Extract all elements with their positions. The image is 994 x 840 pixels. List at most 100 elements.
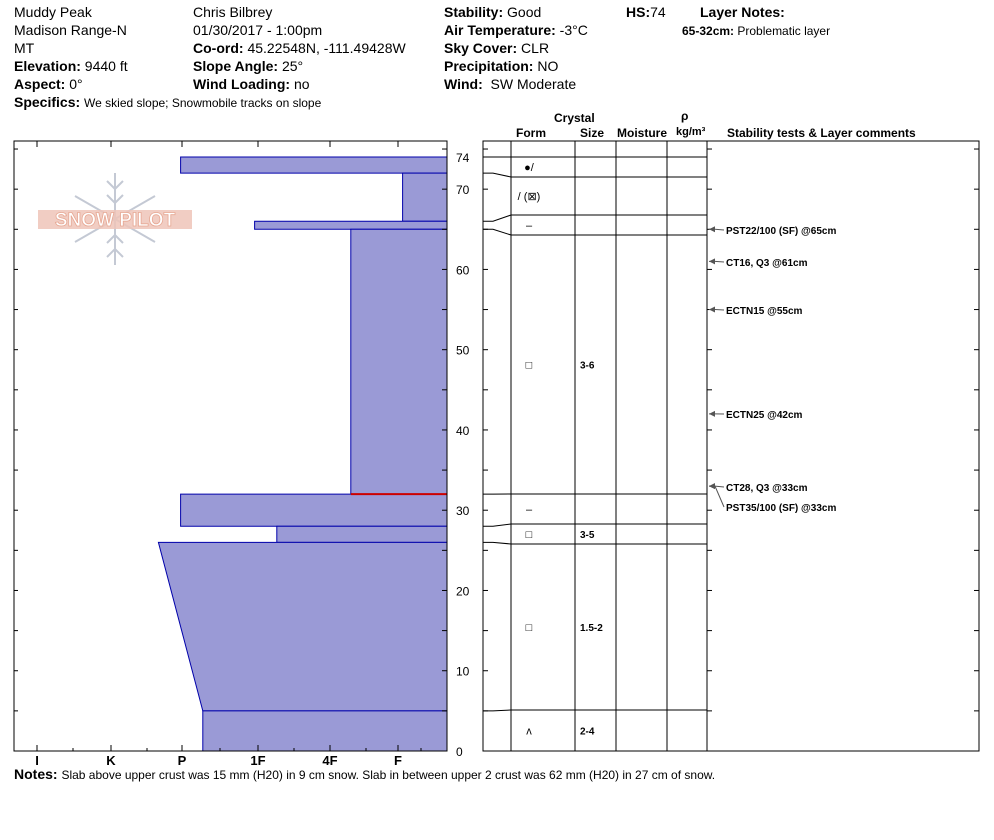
stability-tests: PST22/100 (SF) @65cm CT16, Q3 @61cm ECTN15… <box>709 226 836 514</box>
hardness-layer <box>180 493 448 527</box>
hardness-layer <box>254 220 448 230</box>
notes-label: Notes: <box>14 766 58 782</box>
layer-note-range: 65-32cm: <box>682 24 735 38</box>
wind-label: Wind: <box>444 76 483 92</box>
slope-row: Slope Angle: 25° <box>193 58 303 75</box>
y-tick-label: 60 <box>456 263 470 277</box>
observer: Chris Bilbrey <box>193 4 273 20</box>
aspect-row: Aspect: 0° <box>14 76 83 93</box>
hs-value: 74 <box>650 4 666 20</box>
coord-value: 45.22548N, -111.49428W <box>247 40 406 56</box>
hardness-layer <box>202 710 448 752</box>
hardness-layer <box>180 156 448 174</box>
hardness-plot-frame <box>13 140 448 752</box>
y-tick-label: 50 <box>456 344 470 358</box>
y-tick-label: 10 <box>456 665 470 679</box>
crystal-form: □ <box>526 360 533 372</box>
elevation-row: Elevation: 9440 ft <box>14 58 128 75</box>
crystal-size: 2-4 <box>580 727 595 738</box>
crystal-size: 3-6 <box>580 361 595 372</box>
range: Madison Range-N <box>14 22 127 38</box>
x-tick-label: 4F <box>322 753 337 768</box>
form-header: Form <box>516 126 546 140</box>
snowflake-logo: SNOW PILOT <box>38 173 192 265</box>
depth-connector <box>483 172 512 178</box>
hardness-layer <box>276 525 448 543</box>
state: MT <box>14 40 35 56</box>
x-tick-label: P <box>178 753 187 768</box>
y-tick-label: 20 <box>456 584 470 598</box>
wind-loading-value: no <box>293 76 310 92</box>
depth-connector <box>483 214 512 222</box>
stability-header: Stability tests & Layer comments <box>727 126 916 140</box>
hardness-layers <box>157 156 448 752</box>
crystal-form: – <box>526 220 533 232</box>
stability-test-label: ECTN15 @55cm <box>726 306 803 317</box>
y-tick-label: 74 <box>456 151 470 165</box>
hs-label: HS: <box>626 4 651 20</box>
crystal-size: 3-5 <box>580 530 595 541</box>
arrow-head <box>709 306 715 313</box>
crystal-form: □ <box>526 622 533 634</box>
hs-row: HS:74 <box>626 4 666 21</box>
wind-value: SW Moderate <box>490 76 577 92</box>
rho-header: ρ <box>681 109 689 123</box>
layer-note: 65-32cm: Problematic layer <box>682 23 830 40</box>
crystal-form: ●/ <box>524 162 535 174</box>
y-tick-label: 0 <box>456 745 463 759</box>
size-header: Size <box>580 126 605 140</box>
coord-label: Co-ord: <box>193 40 244 56</box>
datetime: 01/30/2017 - 1:00pm <box>193 22 323 38</box>
crystal-table: ●/ / (⊠) – □ 3-6 – □ 3-5 □ 1.5-2 ʌ 2-4 <box>483 141 708 751</box>
slope-value: 25° <box>281 58 304 74</box>
wind-loading-label: Wind Loading: <box>193 76 291 92</box>
specifics-row: Specifics: We skied slope; Snowmobile tr… <box>14 94 321 112</box>
precip-value: NO <box>537 58 559 74</box>
x-tick-label: F <box>394 753 402 768</box>
sky-label: Sky Cover: <box>444 40 518 56</box>
aspect-label: Aspect: <box>14 76 66 92</box>
precip-label: Precipitation: <box>444 58 534 74</box>
crystal-form: / (⊠) <box>518 191 541 203</box>
depth-connector <box>483 709 512 712</box>
air-temp-value: -3°C <box>559 22 588 38</box>
layer-note-text: Problematic layer <box>737 24 831 38</box>
coord-row: Co-ord: 45.22548N, -111.49428W <box>193 40 406 57</box>
x-axis: I K P 1F 4F F <box>35 141 422 768</box>
density-unit-header: kg/m³ <box>676 126 706 138</box>
slope-label: Slope Angle: <box>193 58 279 74</box>
notes-text: Slab above upper crust was 15 mm (H20) i… <box>61 768 716 782</box>
air-temp-label: Air Temperature: <box>444 22 556 38</box>
specifics-value: We skied slope; Snowmobile tracks on slo… <box>84 96 322 110</box>
notes-row: Notes: Slab above upper crust was 15 mm … <box>14 766 715 784</box>
crystal-table-frame <box>482 140 980 752</box>
crystal-header: Crystal <box>554 111 595 125</box>
layer-notes-label: Layer Notes: <box>700 4 785 20</box>
stability-test-label: PST35/100 (SF) @33cm <box>726 503 836 514</box>
x-tick-label: 1F <box>250 753 265 768</box>
arrow-head <box>709 410 715 417</box>
crystal-form: □ <box>526 529 533 541</box>
stability-test-label: CT28, Q3 @33cm <box>726 483 808 494</box>
wind-row: Wind: SW Moderate <box>444 76 576 93</box>
logo-text: SNOW PILOT <box>55 210 176 231</box>
elevation-value: 9440 ft <box>84 58 128 74</box>
crystal-form: – <box>526 504 533 516</box>
location: Muddy Peak <box>14 4 92 20</box>
precip-row: Precipitation: NO <box>444 58 558 75</box>
y-tick-label: 70 <box>456 183 470 197</box>
test-arrow <box>709 485 725 508</box>
hardness-layer <box>157 541 448 712</box>
stability-test-label: PST22/100 (SF) @65cm <box>726 226 836 237</box>
stability-row: Stability: Good <box>444 4 541 21</box>
crystal-size: 1.5-2 <box>580 623 603 634</box>
arrow-head <box>709 226 715 233</box>
wind-loading-row: Wind Loading: no <box>193 76 310 93</box>
sky-value: CLR <box>521 40 550 56</box>
depth-connector <box>483 541 512 545</box>
hardness-layer <box>402 172 448 222</box>
depth-connector <box>483 228 512 236</box>
crystal-form: ʌ <box>526 726 532 738</box>
moisture-header: Moisture <box>617 126 668 140</box>
